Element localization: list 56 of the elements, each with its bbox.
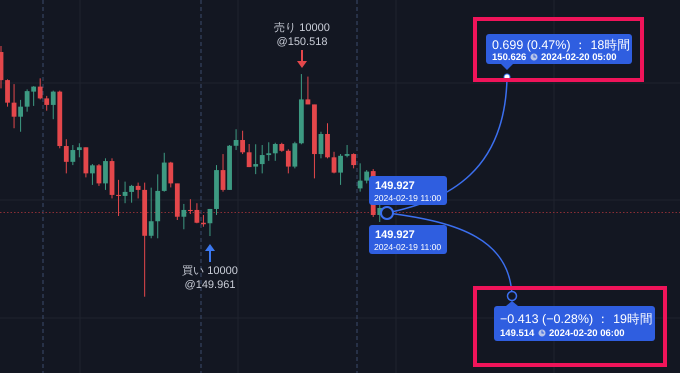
candlestick: [220, 154, 226, 192]
candlestick: [24, 88, 30, 112]
annotation: 買い 10000: [182, 265, 238, 277]
candlestick: [344, 144, 350, 158]
text: 150.626: [492, 52, 526, 63]
candlestick: [96, 164, 102, 186]
text: 売り 10000: [274, 21, 330, 34]
candlestick: [351, 152, 356, 169]
candlestick: [318, 131, 324, 159]
candlestick: [44, 95, 50, 112]
candlestick: [272, 142, 278, 162]
candlestick: [181, 203, 186, 230]
annotation: 2024-02-19 11:00: [374, 242, 442, 252]
candlestick: [148, 187, 154, 239]
text: 0.699 (0.47%) ： 18時間: [492, 38, 630, 52]
candlestick: [38, 78, 43, 100]
candlestick: [18, 99, 23, 132]
candlestick: [260, 144, 265, 174]
candlestick: [338, 154, 343, 186]
annotation: 2024-02-19 11:00: [374, 193, 442, 203]
candlestick: [168, 161, 174, 188]
candlestick: [70, 144, 76, 166]
annotation: 149.927: [375, 229, 415, 241]
candlestick: [253, 144, 258, 175]
candlestick: [31, 86, 36, 106]
text: −0.413 (−0.28%) ： 19時間: [500, 312, 653, 326]
text: 2024-02-20 05:00: [541, 52, 617, 63]
candlestick: [358, 162, 363, 192]
candlestick: [208, 208, 212, 237]
candlestick: [116, 179, 121, 216]
candlestick: [90, 164, 95, 186]
text: 2024-02-20 06:00: [549, 328, 625, 339]
candlestick: [325, 122, 330, 159]
candlestick: [129, 184, 134, 204]
candlestick: [306, 76, 310, 105]
candlestick: [103, 158, 108, 190]
candlestick: [332, 151, 336, 174]
annotation: @149.961: [184, 279, 236, 291]
candlestick: [240, 130, 246, 155]
candlestick: [122, 181, 128, 204]
candlestick: [50, 90, 56, 120]
annotation: @150.518: [276, 36, 328, 48]
candlestick: [64, 138, 69, 174]
candlestick: [286, 148, 291, 174]
candlestick: [76, 142, 82, 158]
candlestick: [136, 182, 141, 199]
candlestick: [5, 78, 10, 108]
text: 149.514: [500, 328, 536, 339]
candlestick: [234, 128, 238, 151]
candlestick: [279, 142, 284, 152]
candlestick: [292, 141, 298, 169]
candlestick: [12, 84, 16, 129]
candlestick: [246, 144, 252, 168]
annotation: 149.927: [375, 180, 415, 192]
candlestick: [364, 170, 370, 184]
candlestick: [201, 214, 206, 228]
